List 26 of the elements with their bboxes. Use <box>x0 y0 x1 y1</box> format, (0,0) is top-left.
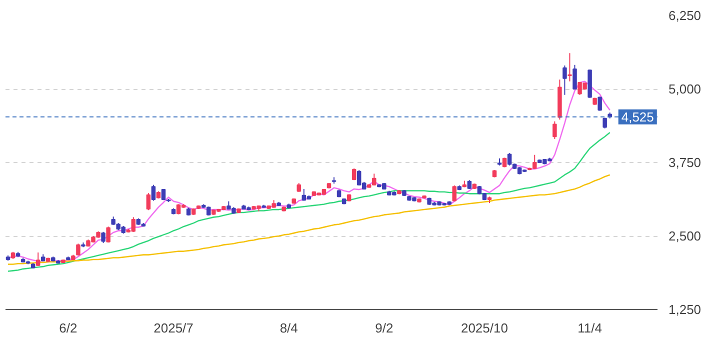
candlestick <box>452 184 457 202</box>
x-tick-label: 2025/10 <box>460 320 508 336</box>
x-tick-label: 9/2 <box>375 320 394 336</box>
candlestick <box>562 64 567 96</box>
candlestick <box>572 64 577 90</box>
x-tick-label: 8/4 <box>280 320 298 336</box>
x-tick-label: 6/2 <box>59 320 78 336</box>
candlestick <box>106 226 110 243</box>
line-series <box>7 132 611 272</box>
y-tick-label: 5,000 <box>668 82 702 96</box>
candlestick <box>36 252 40 266</box>
y-tick-label: 3,750 <box>668 155 702 170</box>
candlestick <box>552 120 557 140</box>
candlestick <box>76 243 80 256</box>
x-tick-label: 11/4 <box>578 320 602 336</box>
candlestick <box>101 231 106 244</box>
candlestick <box>146 192 151 211</box>
y-tick-label: 6,250 <box>668 8 702 23</box>
candlestick <box>568 52 572 82</box>
candlestick <box>151 184 156 202</box>
ref-line-label: 4,525 <box>621 109 654 124</box>
y-tick-label: 2,500 <box>668 228 702 244</box>
y-tick-label: 1,250 <box>668 302 702 317</box>
candlestick <box>598 96 602 112</box>
x-tick-label: 2025/7 <box>154 320 194 336</box>
line-series <box>7 174 611 265</box>
